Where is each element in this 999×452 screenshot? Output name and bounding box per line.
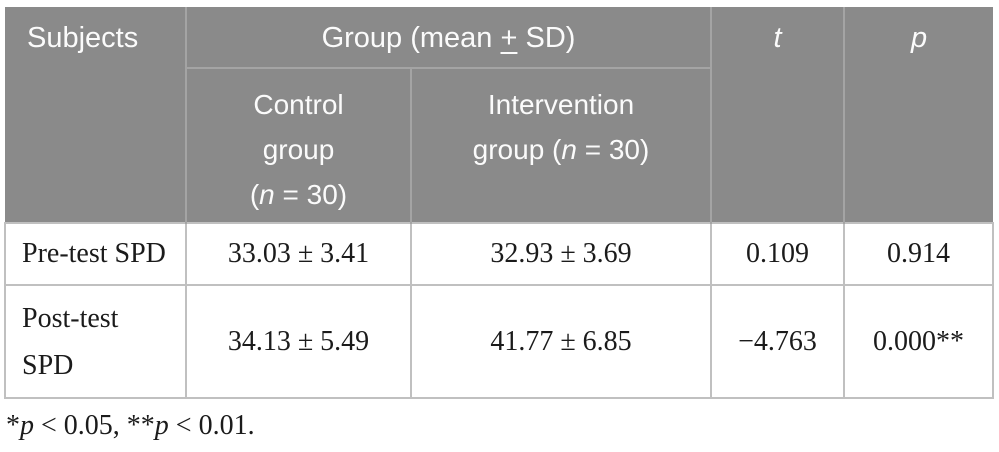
cell-pretest-p: 0.914: [843, 222, 995, 286]
header-cell-subjects: Subjects: [5, 7, 186, 223]
cell-posttest-label: Post-test SPD: [4, 284, 187, 399]
cell-pretest-t: 0.109: [710, 222, 846, 286]
cell-posttest-p: 0.000**: [843, 284, 995, 399]
significance-footnote: *p < 0.05, **p < 0.01.: [6, 410, 255, 441]
table-header: Subjects Group (mean + SD) t p Control gr…: [5, 7, 994, 223]
table-container: Subjects Group (mean + SD) t p Control gr…: [4, 7, 995, 441]
header-cell-group-mean-sd: Group (mean + SD): [184, 7, 713, 69]
header-row-1: Subjects Group (mean + SD) t p: [5, 7, 994, 223]
cell-posttest-intervention: 41.77 ± 6.85: [409, 284, 713, 399]
table-row-pretest: Pre-test SPD 33.03 ± 3.41 32.93 ± 3.69 0…: [4, 222, 995, 286]
header-cell-intervention-group: Intervention group (n = 30): [409, 68, 713, 223]
cell-pretest-intervention: 32.93 ± 3.69: [409, 222, 713, 286]
cell-posttest-control: 34.13 ± 5.49: [185, 284, 412, 399]
cell-posttest-t: −4.763: [710, 284, 846, 399]
cell-pretest-control: 33.03 ± 3.41: [185, 222, 412, 286]
cell-pretest-label: Pre-test SPD: [4, 222, 187, 286]
results-table: Subjects Group (mean + SD) t p Control gr…: [4, 7, 995, 399]
table-row-posttest: Post-test SPD 34.13 ± 5.49 41.77 ± 6.85 −…: [4, 284, 995, 399]
header-cell-t: t: [710, 7, 845, 223]
header-cell-p: p: [843, 7, 994, 223]
header-cell-control-group: Control group (n = 30): [185, 68, 411, 223]
table-body: Pre-test SPD 33.03 ± 3.41 32.93 ± 3.69 0…: [4, 222, 995, 399]
header-row-2: Control group (n = 30) Intervention group (…: [5, 68, 993, 223]
